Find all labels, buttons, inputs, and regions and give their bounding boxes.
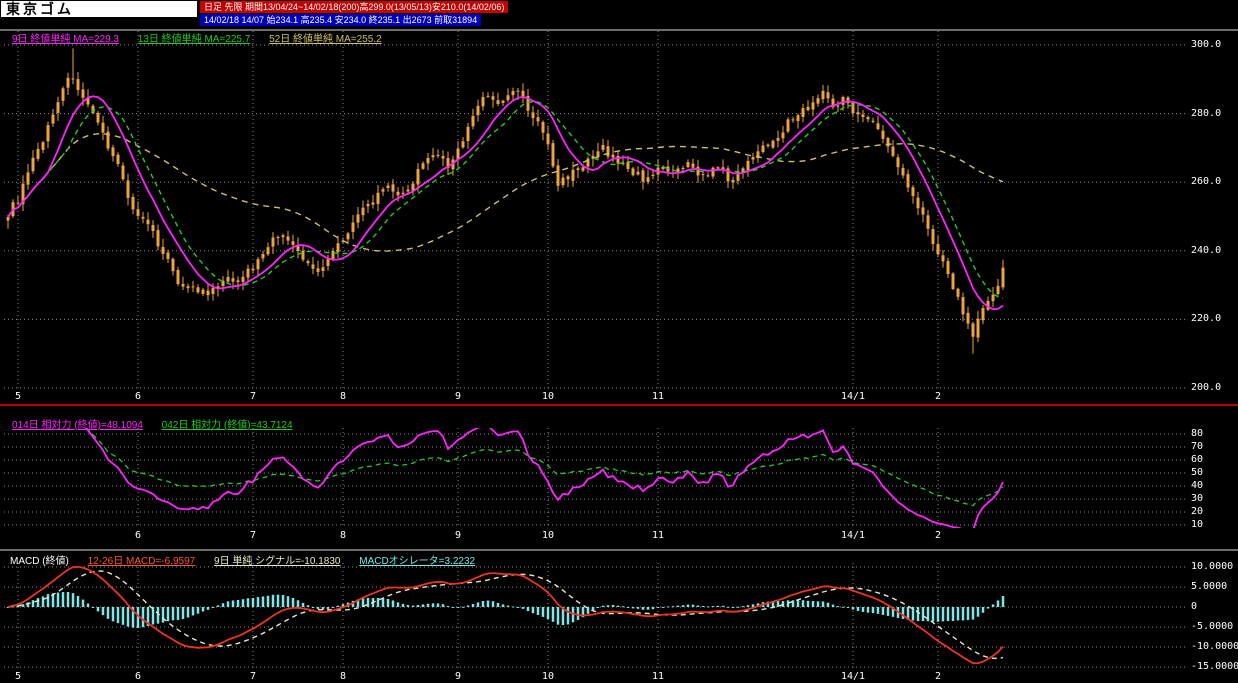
main-price-plot[interactable] xyxy=(6,48,1005,354)
axis-tick-label: 10 xyxy=(541,391,555,402)
axis-tick-label: 9 xyxy=(454,671,462,682)
axis-tick-label: 5 xyxy=(14,671,22,682)
axis-tick-label: 300.0 xyxy=(1191,39,1222,50)
legend-signal-value: 9日 単純 シグナル=-10.1830 xyxy=(214,556,341,567)
rsi-plot[interactable] xyxy=(13,408,1004,531)
rsi-legend: 014日 相対力 (終値)=48.1094 042日 相対力 (終値)=43.7… xyxy=(12,420,309,431)
period-info-bar: 日足 先限 期間13/04/24~14/02/18(200)高299.0(13/… xyxy=(200,1,509,13)
legend-rsi42: 042日 相対力 (終値)=43.7124 xyxy=(161,420,293,431)
axis-tick-label: 14/1 xyxy=(840,530,866,541)
axis-tick-label: 7 xyxy=(249,671,257,682)
axis-tick-label: 2 xyxy=(934,391,942,402)
axis-tick-label: 6 xyxy=(134,391,142,402)
axis-tick-label: 240.0 xyxy=(1191,244,1222,256)
legend-oscillator-value: MACDオシレータ=3.2232 xyxy=(359,556,476,567)
axis-tick-label: 70 xyxy=(1191,441,1204,452)
axis-tick-label: 80 xyxy=(1191,428,1204,439)
macd-grid xyxy=(4,563,1186,669)
axis-tick-label: 60 xyxy=(1191,454,1204,465)
axis-tick-label: 11 xyxy=(651,671,665,682)
quote-info-bar: 14/02/18 14/07 始234.1 高235.4 安234.0 終235… xyxy=(200,14,482,26)
axis-tick-label: 14/1 xyxy=(840,671,866,682)
legend-macd-value: 12-26日 MACD=-6.9597 xyxy=(87,556,196,567)
axis-tick-label: 200.0 xyxy=(1191,382,1222,393)
axis-tick-label: 5.0000 xyxy=(1191,581,1228,592)
axis-tick-label: -15.0000 xyxy=(1191,661,1238,672)
axis-tick-label: 50 xyxy=(1191,467,1204,478)
legend-rsi14: 014日 相対力 (終値)=48.1094 xyxy=(12,420,143,431)
legend-ma9: 9日 終値単純 MA=229.3 xyxy=(12,34,119,45)
axis-tick-label: 10 xyxy=(541,530,555,541)
axis-tick-label: 2 xyxy=(934,530,942,541)
macd-legend: MACD (終値) 12-26日 MACD=-6.9597 9日 単純 シグナル… xyxy=(10,556,491,567)
axis-tick-label: 280.0 xyxy=(1191,107,1222,119)
main-grid xyxy=(4,31,1186,389)
axis-tick-label: 8 xyxy=(339,530,347,541)
axis-tick-label: 5 xyxy=(14,391,22,402)
axis-tick-label: 0 xyxy=(1191,601,1198,612)
axis-tick-label: 40 xyxy=(1191,480,1204,491)
rsi-grid xyxy=(4,428,1186,528)
axis-tick-label: 11 xyxy=(651,391,665,402)
axis-tick-label: 8 xyxy=(339,671,347,682)
macd-plot[interactable] xyxy=(6,565,1005,665)
legend-macd-title: MACD (終値) xyxy=(10,556,69,567)
main-chart-legend: 9日 終値単純 MA=229.3 13日 終値単純 MA=225.7 52日 終… xyxy=(12,34,398,45)
axis-tick-label: 7 xyxy=(249,391,257,402)
axis-tick-label: 20 xyxy=(1191,506,1204,517)
axis-tick-label: -5.0000 xyxy=(1191,621,1234,632)
axis-tick-label: 11 xyxy=(651,530,665,541)
axis-tick-label: 8 xyxy=(339,391,347,402)
axis-tick-label: 9 xyxy=(454,391,462,402)
axis-tick-label: 10.0000 xyxy=(1191,561,1234,572)
axis-tick-label: 7 xyxy=(249,530,257,541)
legend-ma52: 52日 終値単純 MA=255.2 xyxy=(269,34,382,45)
axis-tick-label: 10 xyxy=(1191,519,1204,530)
axis-tick-label: 6 xyxy=(134,671,142,682)
axis-tick-label: 6 xyxy=(134,530,142,541)
axis-tick-label: -10.0000 xyxy=(1191,641,1238,652)
legend-ma13: 13日 終値単純 MA=225.7 xyxy=(137,34,251,45)
instrument-title: 東京ゴム xyxy=(1,1,197,17)
axis-tick-label: 10 xyxy=(541,671,555,682)
axis-tick-label: 30 xyxy=(1191,493,1204,504)
axis-tick-label: 220.0 xyxy=(1191,313,1222,325)
axis-tick-label: 260.0 xyxy=(1191,176,1222,188)
axis-tick-label: 9 xyxy=(454,530,462,541)
axis-tick-label: 14/1 xyxy=(840,391,866,402)
axis-tick-label: 2 xyxy=(934,671,942,682)
